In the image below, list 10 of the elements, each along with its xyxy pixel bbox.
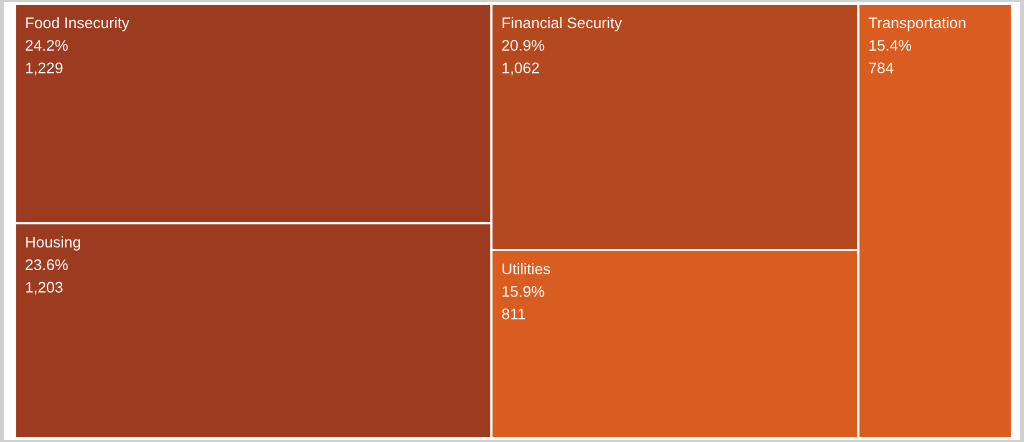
category-label: Utilities [502, 263, 551, 275]
data-label: 15.4% 784 [869, 40, 912, 74]
data-label: 23.6% 1,203 [25, 259, 68, 295]
category-label: Food Insecurity [26, 17, 130, 32]
data-label: 15.9% 811 [502, 286, 545, 320]
data-label: 20.9% 1,062 [502, 39, 545, 76]
data-label: 24.2% 1,229 [25, 39, 68, 76]
category-label: Financial Security [502, 17, 622, 32]
category-label: Housing [26, 236, 81, 251]
category-label: Transportation [868, 17, 966, 32]
